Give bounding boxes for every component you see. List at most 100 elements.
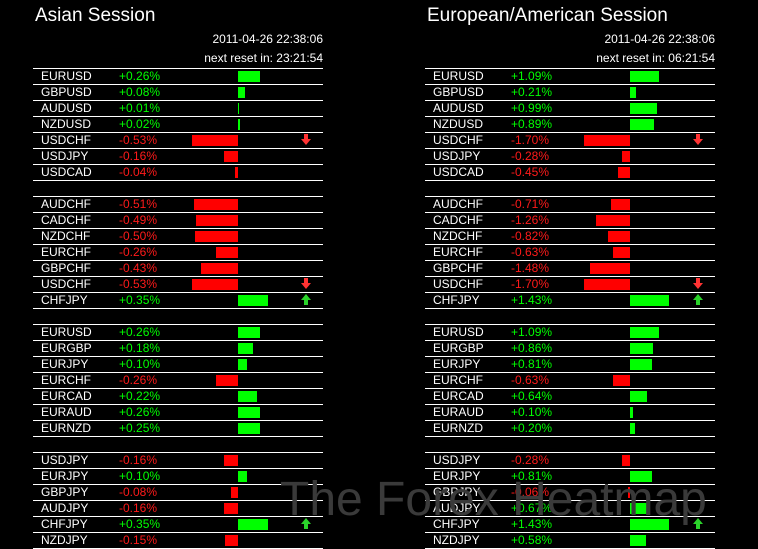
pair-row: GBPUSD +0.21% [425,84,715,101]
pair-row: USDCAD -0.04% [33,164,323,181]
change-bar [216,375,238,386]
pair-change: -0.51% [119,197,158,211]
row-separator [425,292,715,293]
change-bar [613,375,630,386]
row-separator [33,228,323,229]
pair-change: -1.26% [511,213,550,227]
pair-change: +1.09% [511,69,553,83]
pair-symbol: EURJPY [41,469,89,483]
pair-symbol: USDJPY [433,453,481,467]
group-separator [425,324,715,325]
change-bar [584,135,630,146]
pair-change: -0.71% [511,197,550,211]
pair-row: EURAUD +0.10% [425,404,715,421]
arrow-down-icon [693,278,703,289]
row-separator [425,164,715,165]
row-separator [33,532,323,533]
pair-symbol: EURJPY [433,357,481,371]
pair-row: AUDUSD +0.99% [425,100,715,117]
pair-symbol: USDCAD [433,165,484,179]
row-separator [33,500,323,501]
pair-change: +0.01% [119,101,161,115]
pair-row: CADCHF -1.26% [425,212,715,229]
pair-row: EURNZD +0.20% [425,420,715,437]
row-separator [425,372,715,373]
pair-symbol: EURCAD [433,389,484,403]
pair-row: EURCAD +0.22% [33,388,323,405]
row-separator [33,468,323,469]
arrow-up-icon [301,294,311,305]
pair-row: AUDJPY -0.16% [33,500,323,517]
change-bar [630,503,648,514]
pair-row: GBPCHF -0.43% [33,260,323,277]
pair-symbol: GBPUSD [41,85,92,99]
row-separator [425,276,715,277]
pair-symbol: GBPCHF [433,261,484,275]
change-bar [238,519,268,530]
reset-countdown: next reset in: 23:21:54 [204,51,323,65]
pair-change: -0.16% [119,149,158,163]
pair-change: +0.58% [511,533,553,547]
change-bar [224,151,238,162]
row-separator [33,292,323,293]
row-separator [33,148,323,149]
change-bar [630,71,659,82]
change-bar [238,391,257,402]
pair-row: NZDUSD +0.89% [425,116,715,133]
change-bar [630,471,652,482]
change-bar [630,359,652,370]
pair-change: -0.08% [119,485,158,499]
pair-change: +0.86% [511,341,553,355]
pair-row: GBPJPY -0.08% [33,484,323,501]
change-bar [590,263,630,274]
pair-row: NZDCHF -0.82% [425,228,715,245]
pair-change: +1.43% [511,293,553,307]
row-separator [425,260,715,261]
row-separator [33,388,323,389]
change-bar [192,279,238,290]
row-separator [33,420,323,421]
change-bar [238,423,260,434]
row-separator [425,500,715,501]
pair-row: AUDCHF -0.71% [425,196,715,213]
row-separator [33,436,323,437]
pair-symbol: GBPJPY [41,485,89,499]
change-bar [630,327,659,338]
pair-symbol: AUDUSD [41,101,92,115]
change-bar [192,135,238,146]
group-separator [425,196,715,197]
pair-symbol: EURAUD [433,405,484,419]
pair-symbol: EURGBP [433,341,484,355]
group-separator [33,324,323,325]
pair-change: +1.43% [511,517,553,531]
reset-countdown: next reset in: 06:21:54 [596,51,715,65]
pair-row: USDJPY -0.16% [33,452,323,469]
pair-symbol: EURJPY [433,469,481,483]
pair-row: EURJPY +0.81% [425,468,715,485]
pair-row: USDCHF -0.53% [33,132,323,149]
pair-row: CHFJPY +0.35% [33,516,323,533]
row-separator [425,132,715,133]
pair-row: EURJPY +0.10% [33,468,323,485]
row-separator [425,356,715,357]
change-bar [216,247,238,258]
pair-symbol: GBPUSD [433,85,484,99]
row-separator [33,116,323,117]
pair-row: EURGBP +0.18% [33,340,323,357]
pair-change: -0.06% [511,485,550,499]
row-separator [425,436,715,437]
change-bar [238,87,245,98]
pair-symbol: CHFJPY [41,517,88,531]
group-separator [33,196,323,197]
change-bar [238,103,239,114]
pair-change: -0.15% [119,533,158,547]
pair-change: -0.49% [119,213,158,227]
pair-symbol: USDCHF [41,277,91,291]
pair-row: EURCHF -0.26% [33,244,323,261]
change-bar [224,503,238,514]
pair-change: +0.08% [119,85,161,99]
pair-symbol: USDJPY [433,149,481,163]
pair-change: -0.43% [119,261,158,275]
pair-row: CADCHF -0.49% [33,212,323,229]
row-separator [33,340,323,341]
